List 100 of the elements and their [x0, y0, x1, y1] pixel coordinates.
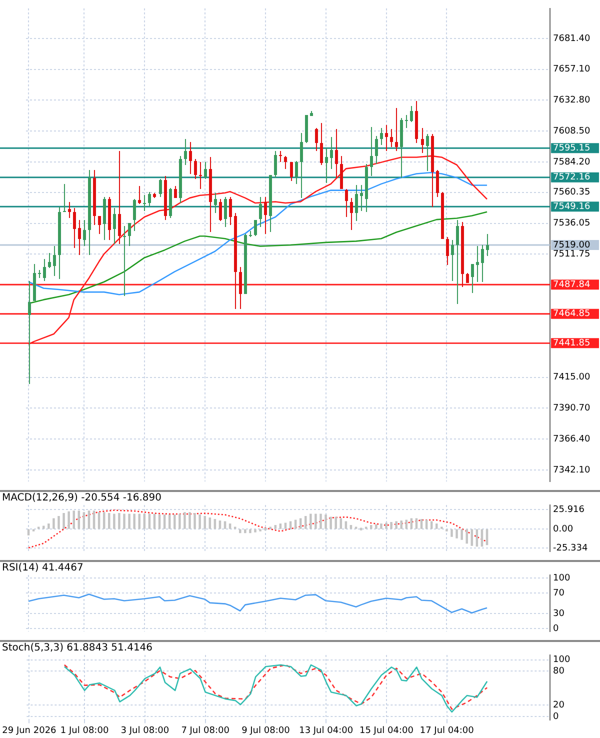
x-tick-label: 13 Jul 04:00 [299, 726, 354, 736]
bar [385, 522, 388, 529]
candlestick [295, 160, 298, 184]
bar [310, 514, 312, 529]
bar [460, 529, 463, 540]
bar [138, 514, 140, 529]
candlestick [254, 220, 257, 236]
bar [284, 522, 287, 529]
y-tick-label: 7366.40 [553, 434, 590, 444]
bar [78, 510, 80, 529]
candlestick [83, 220, 86, 246]
candlestick [350, 198, 353, 230]
candlestick [320, 122, 323, 166]
bar [289, 521, 292, 529]
y-tick-label: 80 [553, 666, 565, 676]
bar [108, 512, 110, 529]
candlestick [199, 162, 202, 190]
candlestick [476, 246, 479, 282]
bar [58, 516, 60, 529]
x-tick-label: 15 Jul 04:00 [359, 726, 414, 736]
y-tick-label: 100 [553, 573, 570, 584]
candlestick [390, 128, 393, 148]
bar [340, 518, 342, 529]
candlestick [456, 220, 459, 304]
bar [390, 522, 392, 529]
bar [92, 510, 96, 529]
bar [279, 523, 282, 529]
bar [153, 514, 156, 529]
y-tick-label: 7608.50 [553, 126, 590, 136]
bar [466, 529, 468, 544]
candlestick [78, 220, 81, 256]
bar [244, 529, 246, 534]
bar [294, 520, 297, 529]
bar [410, 518, 413, 529]
candlestick [118, 150, 121, 244]
candlestick [395, 108, 398, 152]
bar [304, 516, 307, 529]
candlestick [53, 246, 56, 276]
bar [148, 514, 151, 529]
ref-line-label: 7441.85 [553, 338, 590, 348]
bar [184, 512, 186, 529]
y-tick-label: -25.334 [553, 543, 588, 554]
bar [415, 518, 418, 529]
bar [204, 516, 206, 529]
candlestick [219, 198, 222, 222]
y-tick-label: 7584.20 [553, 157, 590, 168]
bar [228, 523, 232, 529]
x-tick-label: 9 Jul 08:00 [242, 726, 290, 736]
bar [400, 520, 402, 529]
candlestick [360, 184, 363, 212]
y-tick-label: 30 [553, 608, 565, 619]
bar [330, 516, 332, 529]
bar [88, 510, 90, 529]
y-tick-label: 7415.00 [553, 372, 590, 383]
bar [249, 529, 252, 534]
bar [375, 524, 378, 529]
bar [113, 514, 116, 529]
candlestick [426, 134, 429, 172]
ref-line-label: 7572.16 [553, 172, 590, 183]
bar [52, 518, 55, 529]
candlestick [98, 216, 101, 234]
x-tick-label: 29 Jun 2026 [2, 726, 57, 736]
y-tick-label: 7560.35 [553, 188, 590, 198]
candlestick [279, 150, 282, 162]
candlestick [48, 252, 51, 268]
bar [48, 523, 50, 529]
candlestick [128, 222, 131, 246]
y-tick-label: 25.916 [553, 504, 585, 515]
bar [470, 529, 474, 546]
bar [174, 514, 176, 529]
bar [133, 514, 136, 529]
candlestick [204, 162, 207, 180]
candlestick [325, 148, 328, 184]
bar [143, 514, 146, 529]
chart-title: MACD(12,26,9) -20.554 -16.890 [2, 492, 162, 504]
candlestick [315, 128, 318, 152]
candlestick [370, 126, 373, 176]
ref-line-label: 7487.84 [553, 280, 590, 290]
y-tick-label: 7342.10 [553, 465, 590, 476]
bar [239, 529, 242, 534]
y-tick-label: 0.00 [553, 524, 574, 534]
bar [314, 514, 317, 529]
bar [380, 523, 382, 529]
x-tick-label: 1 Jul 08:00 [60, 726, 109, 736]
bar [68, 511, 70, 529]
candlestick [290, 162, 293, 182]
candlestick [375, 136, 378, 164]
candlestick [471, 264, 474, 294]
bar [254, 529, 256, 532]
y-tick-label: 7657.10 [553, 64, 590, 75]
bar [274, 524, 277, 529]
bar [27, 529, 30, 536]
candlestick [123, 226, 126, 296]
candlestick [63, 184, 66, 212]
candlestick [43, 258, 46, 282]
x-tick-label: 3 Jul 08:00 [120, 726, 170, 736]
candlestick [481, 244, 484, 282]
candlestick [73, 208, 76, 248]
y-tick-label: 70 [553, 588, 565, 599]
candlestick [189, 142, 192, 174]
